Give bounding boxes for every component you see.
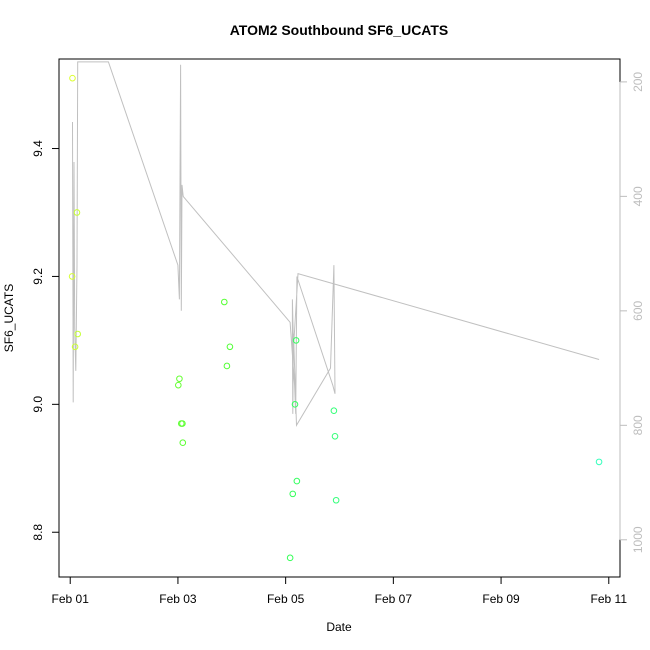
data-point <box>286 554 294 562</box>
data-point <box>330 407 338 415</box>
x-tick-label: Feb 03 <box>159 592 197 606</box>
data-points-layer <box>68 74 603 562</box>
x-tick-label: Feb 05 <box>267 592 305 606</box>
y-tick-label: 9.2 <box>31 268 45 285</box>
data-point <box>332 496 340 504</box>
data-point <box>179 420 186 427</box>
y2-tick-label: 200 <box>631 72 645 92</box>
data-point <box>74 330 81 338</box>
x-tick-label: Feb 11 <box>591 592 628 606</box>
chart-title: ATOM2 Southbound SF6_UCATS <box>230 22 449 38</box>
data-point <box>179 439 187 447</box>
x-axis: Feb 01 Feb 03 Feb 05 Feb 07 Feb 09 Feb 11 <box>52 576 628 606</box>
data-point <box>221 298 228 306</box>
y-tick-label: 8.8 <box>31 524 45 541</box>
x-tick-label: Feb 07 <box>375 592 413 606</box>
x-tick-label: Feb 01 <box>52 592 90 606</box>
data-point <box>176 375 183 383</box>
data-point <box>289 490 297 498</box>
y2-tick-label: 1000 <box>631 526 645 553</box>
pressure-trace-line <box>72 61 600 428</box>
data-point <box>293 477 301 485</box>
plot-frame <box>58 58 621 578</box>
data-point <box>175 381 182 389</box>
y2-axis: 200 400 600 800 1000 <box>619 72 645 553</box>
x-axis-label: Date <box>326 620 352 634</box>
data-point <box>595 458 603 466</box>
data-point <box>68 273 76 280</box>
y2-tick-label: 400 <box>631 186 645 206</box>
data-point <box>331 433 339 440</box>
x-tick-label: Feb 09 <box>482 592 520 606</box>
y-tick-label: 9.4 <box>31 140 45 157</box>
y-axis-label: SF6_UCATS <box>2 284 16 352</box>
y2-tick-label: 800 <box>631 415 645 435</box>
data-point <box>71 343 79 351</box>
y-tick-label: 9.0 <box>31 396 45 413</box>
data-point <box>226 343 234 351</box>
data-point <box>73 209 81 216</box>
data-point <box>291 401 299 408</box>
y2-tick-label: 600 <box>631 301 645 321</box>
data-point <box>292 337 300 344</box>
data-point <box>69 74 76 82</box>
y-axis: 8.8 9.0 9.2 9.4 <box>31 140 59 541</box>
data-point <box>223 362 231 370</box>
pressure-trace-layer <box>72 61 600 428</box>
